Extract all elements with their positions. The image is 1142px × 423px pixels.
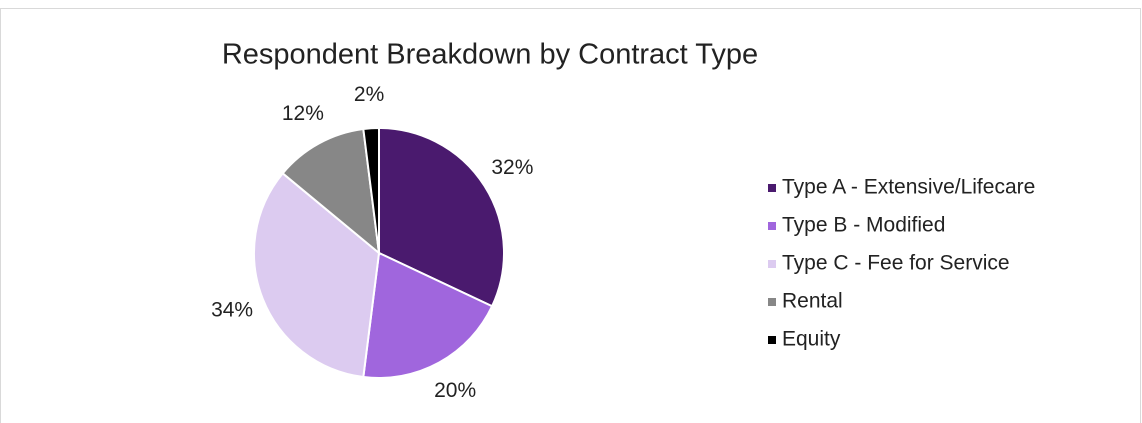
data-label: 2% [354,83,384,106]
legend-label: Type B - Modified [782,214,945,237]
legend-label: Type C - Fee for Service [782,252,1010,275]
legend-swatch [768,184,776,192]
data-label: 12% [282,102,324,125]
pie-slice [253,171,381,379]
legend-swatch [768,298,776,306]
pie-slice [378,126,505,308]
legend-swatch [768,222,776,230]
legend-swatch [768,260,776,268]
data-label: 32% [491,156,533,179]
legend-label: Equity [782,328,841,351]
chart-title: Respondent Breakdown by Contract Type [222,39,758,71]
data-label: 34% [211,299,253,322]
pie-slice [362,126,380,254]
pie-slice [362,251,494,379]
data-label: 20% [434,379,476,402]
legend-label: Rental [782,290,843,313]
pie-slice [281,127,381,256]
legend-label: Type A - Extensive/Lifecare [782,176,1035,199]
chart-border [0,8,1141,423]
legend-swatch [768,336,776,344]
